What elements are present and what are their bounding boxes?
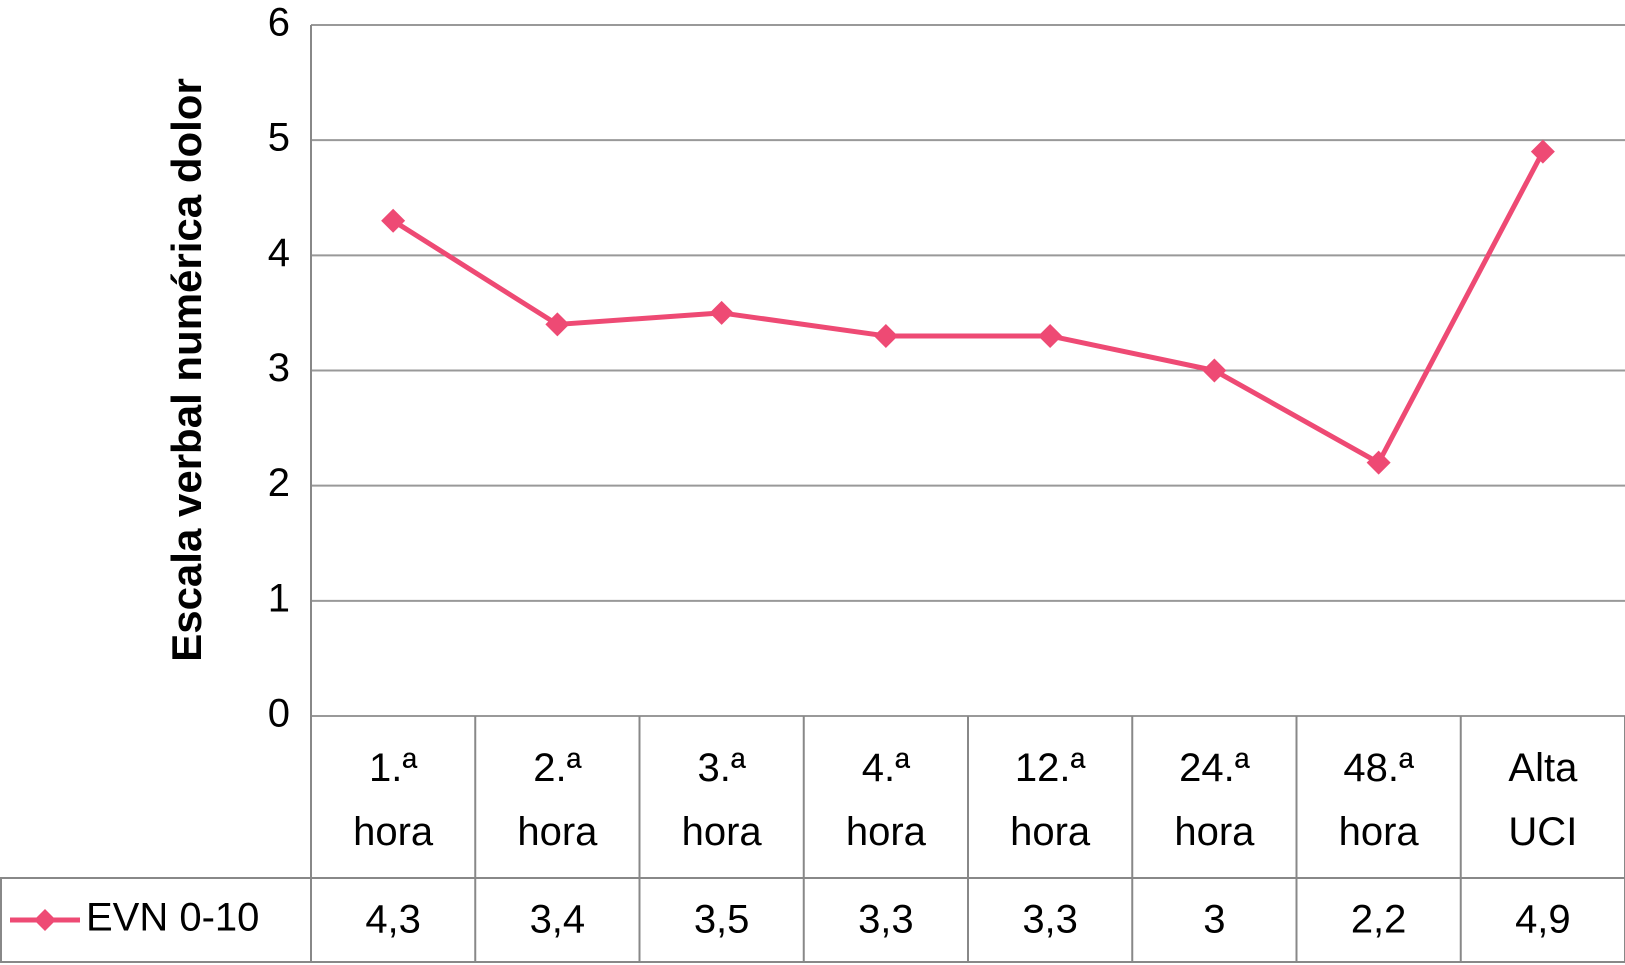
marker (1366, 450, 1391, 475)
label-line: hora (353, 810, 434, 854)
marker (709, 300, 734, 325)
label-line: hora (517, 810, 598, 854)
table-value: 3,5 (694, 898, 750, 942)
x-tick-label: 2.ª hora (517, 746, 598, 854)
label-line: Alta (1508, 746, 1578, 790)
label-line: 12.ª (1015, 746, 1086, 790)
y-tick-label: 6 (268, 1, 290, 45)
table-value: 2,2 (1351, 898, 1407, 942)
y-tick-label: 1 (268, 576, 290, 620)
label-line: 1.ª (369, 746, 417, 790)
label-line: hora (1174, 810, 1255, 854)
label-line: UCI (1508, 810, 1577, 854)
x-tick-label: 48.ª hora (1339, 746, 1420, 854)
y-axis-title: Escala verbal numérica dolor (163, 78, 210, 662)
table-value: 3,3 (1022, 898, 1078, 942)
x-tick-label: 24.ª hora (1174, 746, 1255, 854)
y-tick-label: 5 (268, 116, 290, 160)
y-tick-label: 2 (268, 461, 290, 505)
x-tick-label: 1.ª hora (353, 746, 434, 854)
legend-label: EVN 0-10 (86, 896, 259, 940)
table-value: 3 (1203, 898, 1225, 942)
table-value: 3,4 (530, 898, 586, 942)
marker (381, 208, 406, 233)
label-line: hora (682, 810, 763, 854)
marker (1202, 358, 1227, 383)
label-line: hora (846, 810, 927, 854)
marker (1038, 323, 1063, 348)
series-line (391, 150, 1546, 466)
legend-marker (34, 909, 56, 931)
label-line: 3.ª (698, 746, 746, 790)
x-tick-label: 12.ª hora (1010, 746, 1091, 854)
table-value: 3,3 (858, 898, 914, 942)
marker (545, 312, 570, 337)
x-tick-label: 3.ª hora (682, 746, 763, 854)
marker (873, 323, 898, 348)
y-tick-label: 0 (268, 692, 290, 736)
label-line: hora (1339, 810, 1420, 854)
label-line: hora (1010, 810, 1091, 854)
label-line: 48.ª (1343, 746, 1414, 790)
label-line: 24.ª (1179, 746, 1250, 790)
label-line: 4.ª (862, 746, 910, 790)
x-tick-label: 4.ª hora (846, 746, 927, 854)
y-tick-label: 4 (268, 231, 290, 275)
marker (1530, 139, 1555, 164)
label-line: 2.ª (533, 746, 581, 790)
y-tick-label: 3 (268, 346, 290, 390)
table-value: 4,9 (1515, 898, 1571, 942)
table-value: 4,3 (365, 898, 421, 942)
x-tick-label: Alta UCI (1508, 746, 1578, 854)
